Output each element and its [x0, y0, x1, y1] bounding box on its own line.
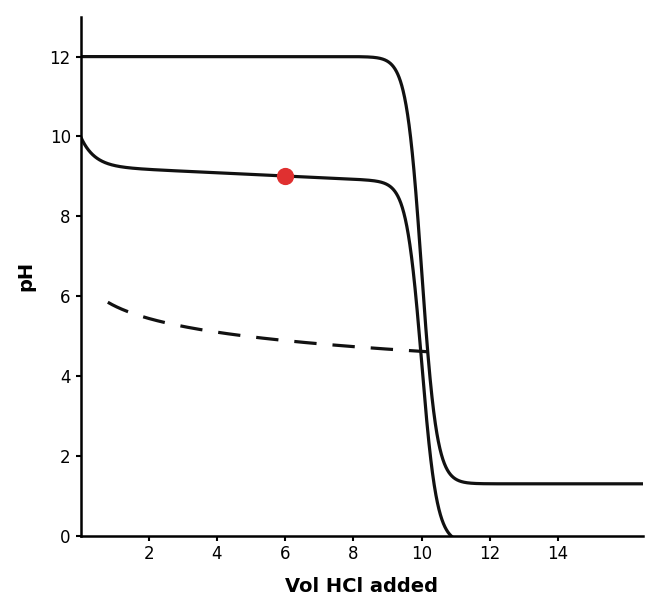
- Point: [280, 172, 290, 181]
- X-axis label: Vol HCl added: Vol HCl added: [285, 577, 438, 596]
- Y-axis label: pH: pH: [16, 261, 36, 291]
